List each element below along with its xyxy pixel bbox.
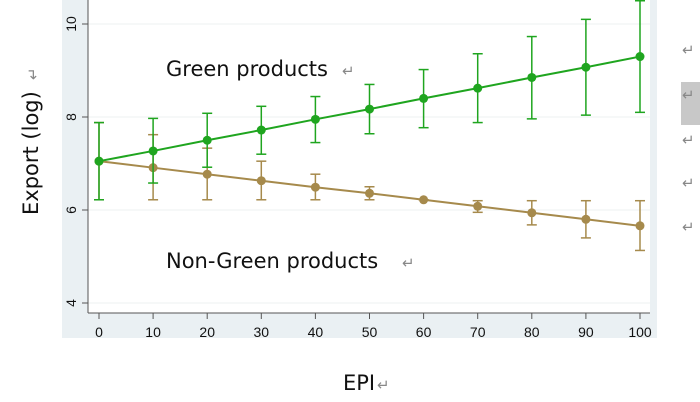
x-axis-label: EPI: [343, 371, 375, 395]
x-tick-label: 70: [470, 324, 486, 340]
y-axis-label: Export (log): [19, 91, 43, 215]
y-tick-label: 8: [63, 113, 79, 121]
green-products-point: [94, 156, 104, 166]
x-tick-label: 20: [199, 324, 215, 340]
y-tick-label: 4: [63, 299, 79, 307]
non-green-products-point: [527, 208, 537, 218]
paragraph-mark: ↵: [24, 67, 42, 80]
y-tick-label: 6: [63, 206, 79, 214]
green-products-point: [635, 52, 645, 62]
paragraph-mark: ↵: [682, 174, 695, 192]
non-green-products-point: [256, 176, 266, 186]
non-green-products-point: [365, 188, 374, 198]
x-tick-label: 90: [578, 324, 594, 340]
green-products-point: [527, 72, 537, 82]
green-products-point: [148, 146, 158, 156]
non-green-products-point: [310, 182, 320, 192]
green-products-point: [256, 125, 266, 135]
green-products-point: [310, 114, 320, 124]
non-green-products-point: [581, 214, 591, 224]
paragraph-mark: ↵: [377, 376, 390, 394]
plot-area: [88, 0, 650, 313]
green-products-point: [473, 83, 483, 93]
non-green-products-point: [635, 221, 645, 231]
x-tick-label: 50: [362, 324, 378, 340]
non-green-products-point: [419, 195, 429, 205]
non-green-products-point: [473, 201, 483, 211]
x-tick-label: 30: [254, 324, 270, 340]
green-products-point: [202, 135, 212, 145]
non-green-products-point: [202, 169, 212, 179]
paragraph-mark: ↵: [342, 62, 355, 80]
green-products-point: [581, 62, 591, 72]
paragraph-mark: ↵: [682, 86, 695, 104]
y-tick-label: 10: [63, 16, 79, 32]
annotation-green: Green products: [166, 57, 328, 81]
paragraph-mark: ↵: [682, 131, 695, 149]
x-tick-label: 40: [308, 324, 324, 340]
green-products-point: [365, 104, 374, 114]
green-products-point: [419, 93, 429, 103]
x-tick-label: 100: [628, 324, 652, 340]
annotation-non-green: Non-Green products: [166, 249, 378, 273]
x-tick-label: 10: [145, 324, 161, 340]
paragraph-mark: ↵: [402, 254, 415, 272]
selection-highlight: [681, 82, 700, 125]
x-tick-label: 80: [524, 324, 540, 340]
paragraph-mark: ↵: [682, 41, 695, 59]
x-tick-label: 60: [416, 324, 432, 340]
x-tick-label: 0: [95, 324, 103, 340]
paragraph-mark: ↵: [682, 218, 695, 236]
